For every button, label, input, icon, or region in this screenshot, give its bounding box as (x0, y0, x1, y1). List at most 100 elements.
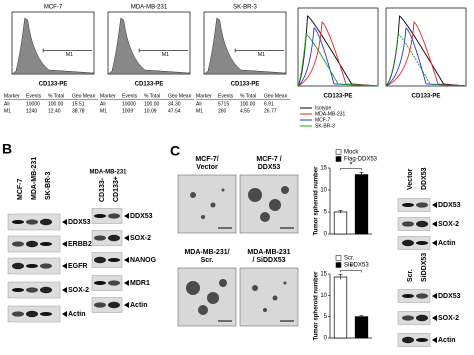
protein-label: Actin (438, 240, 456, 247)
protein-label: DDX53 (438, 202, 461, 209)
table-header: Geo Mean (72, 93, 96, 99)
blot-band (94, 214, 106, 218)
table-cell: 100.00 (48, 101, 64, 107)
y-tick-label: 10 (320, 293, 327, 299)
blot-band (26, 240, 38, 248)
arrow (62, 287, 67, 293)
blot-band (26, 219, 38, 225)
y-tick-label: 15 (320, 272, 327, 278)
micrograph (239, 174, 299, 234)
gate-label: M1 (66, 52, 73, 58)
protein-label: SOX-2 (438, 315, 459, 322)
legend-label: MCF-7 (315, 117, 330, 123)
axis-label: CD133-PE (231, 82, 260, 88)
blot-band (416, 338, 428, 342)
image-caption: DDX53 (258, 164, 281, 171)
lane-label: MCF-7 (17, 179, 24, 200)
spheroid (198, 305, 208, 315)
legend-label: Mock (344, 150, 359, 156)
lane-label: MDA-MB-231 (31, 157, 38, 200)
blot-strip (91, 230, 123, 246)
protein-label: Actin (130, 302, 148, 309)
micrograph (177, 267, 237, 327)
overlay-curve (385, 21, 467, 87)
legend-swatch (335, 156, 342, 162)
blot-band (94, 281, 106, 285)
y-tick-label: 15 (320, 166, 327, 172)
histogram-title: MDA-MB-231 (131, 5, 168, 11)
blot-strip (91, 297, 123, 313)
spheroid (283, 281, 287, 285)
bar (333, 211, 348, 235)
error-bar (338, 210, 343, 214)
error-bar (338, 274, 343, 280)
table-cell: 47.54 (168, 108, 181, 114)
blot-band (26, 310, 38, 318)
table-cell: 5715 (218, 101, 229, 107)
blot-band (402, 221, 414, 227)
table-cell: 12.40 (48, 108, 61, 114)
arrow (124, 213, 129, 219)
blot-strip (91, 208, 123, 224)
image-caption: Scr. (201, 257, 214, 264)
blot-band (402, 203, 414, 207)
legend-label: SiDDX53 (344, 263, 369, 269)
table-cell: 34.30 (168, 101, 181, 107)
blot-band (12, 288, 24, 292)
blot-band (12, 262, 24, 270)
table-cell: 1240 (26, 108, 37, 114)
table-cell: M1 (4, 108, 11, 114)
overlay-curve (297, 33, 379, 87)
spheroid (190, 192, 196, 198)
arrow (62, 311, 67, 317)
histogram-curve (203, 17, 287, 75)
gate-label: M1 (258, 52, 265, 58)
overlay-curve (297, 15, 379, 87)
table-cell: All (196, 101, 202, 107)
table-cell: All (100, 101, 106, 107)
overlay-frame (385, 7, 467, 87)
arrow (124, 257, 129, 263)
blot-band (416, 241, 428, 245)
table-cell: 4.55 (240, 108, 250, 114)
protein-label: ERBB2 (68, 241, 92, 248)
table-cell: M1 (196, 108, 203, 114)
table-cell: M1 (100, 108, 107, 114)
bar (333, 276, 348, 339)
table-cell: 100.00 (240, 101, 256, 107)
blot-band (108, 234, 120, 242)
blot-band (40, 218, 52, 226)
table-header: Events (218, 93, 234, 99)
legend-label: Scr. (344, 256, 355, 262)
table-cell: 6.91 (264, 101, 274, 107)
arrow (124, 280, 129, 286)
lane-label: CD133+ (113, 176, 120, 202)
protein-label: DDX53 (68, 219, 91, 226)
arrow (432, 202, 437, 208)
histogram-curve (107, 17, 191, 75)
blot-band (12, 311, 24, 317)
blot-strip (91, 252, 123, 268)
image-caption: MDA-MB-231 (247, 249, 290, 256)
image-caption: MDA-MB-231/ (184, 249, 229, 256)
blot-band (40, 312, 52, 316)
protein-label: SOX-2 (130, 235, 151, 242)
blot-band (416, 314, 428, 322)
overlay-curve (385, 15, 467, 87)
legend-swatch (335, 149, 342, 155)
lane-label: CD133- (99, 177, 106, 202)
blot-band (26, 287, 38, 293)
bar (354, 316, 369, 339)
axis-label: CD133-PE (324, 94, 353, 100)
overlay-frame (297, 7, 379, 87)
blot-band (416, 220, 428, 228)
table-cell: 38.78 (72, 108, 85, 114)
image-caption: MCF-7/ (195, 156, 218, 163)
spheroid (219, 279, 227, 287)
table-header: Marker (196, 93, 212, 99)
blot-band (416, 293, 428, 299)
spheroid (201, 215, 205, 219)
spheroid (248, 188, 262, 202)
arrow (124, 235, 129, 241)
y-tick-label: 5 (324, 314, 328, 320)
